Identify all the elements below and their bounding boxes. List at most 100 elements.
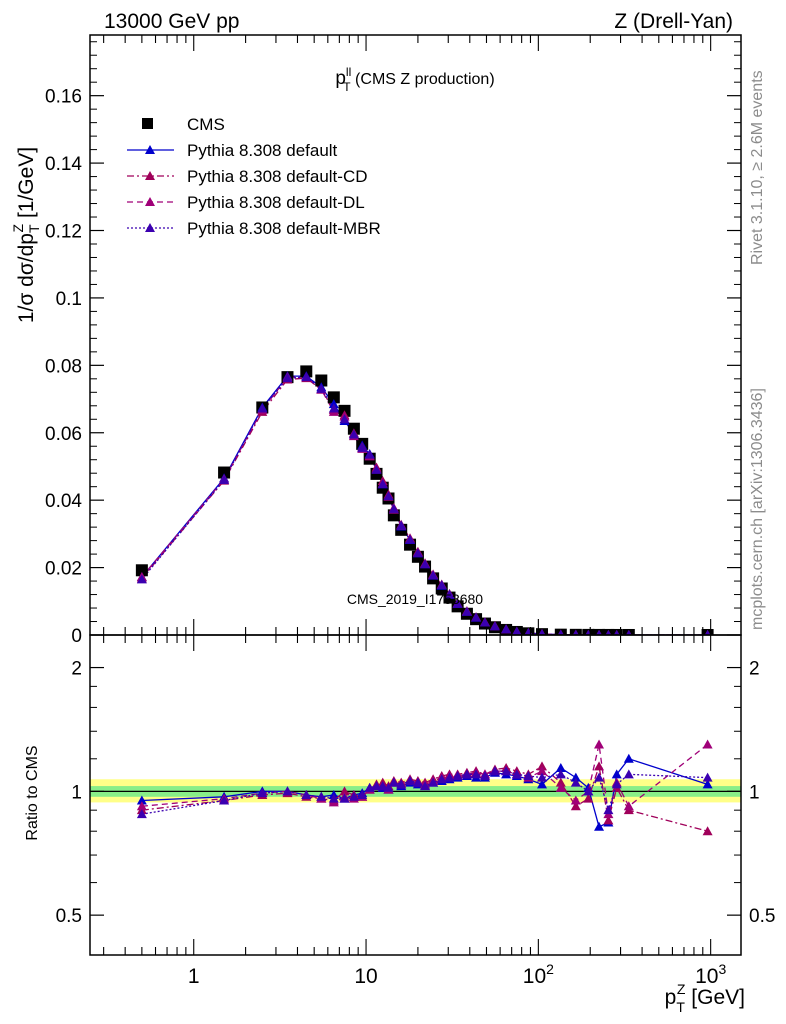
sim-data-point: [388, 503, 399, 513]
ratio-data-point: [702, 779, 713, 789]
sim-data-point: [512, 626, 522, 635]
ratio-data-point: [339, 793, 350, 803]
ratio-data-point: [328, 793, 339, 803]
ratio-data-point: [136, 801, 147, 811]
ratio-data-point: [537, 761, 548, 771]
main-y-axis: 0 0.02 0.04 0.06 0.08 0.1 0.12 0.14 0.16: [45, 41, 741, 647]
ratio-data-point: [511, 769, 522, 779]
ratio-x-axis: 1 10 102 103: [103, 635, 726, 988]
main-panel: 0 0.02 0.04 0.06 0.08 0.1 0.12 0.14 0.16 CMS_201…: [10, 34, 742, 647]
xlabel-sub: T: [676, 999, 685, 1015]
legend-label: Pythia 8.308 default: [187, 141, 338, 160]
source-note: mcplots.cern.ch [arXiv:1306.3436]: [749, 388, 766, 630]
ratio-data-point: [702, 826, 713, 836]
xtick-label-base: 10: [523, 965, 546, 988]
main-x-ticks: [103, 35, 712, 635]
sim-data-point: [412, 548, 423, 558]
sim-data-point: [357, 442, 368, 452]
sim-data-point: [501, 624, 512, 634]
watermark: CMS_2019_I1753680: [347, 591, 483, 607]
header-right: Z (Drell-Yan): [614, 10, 733, 33]
ratio-data-point: [570, 801, 581, 811]
ratio-xtick-label: 103: [695, 961, 726, 988]
ratio-ylabel: Ratio to CMS: [24, 745, 41, 840]
sim-data-point: [371, 464, 382, 474]
ratio-data-point: [420, 781, 431, 791]
cms-data-point: [218, 466, 231, 479]
ratio-data-point: [452, 770, 463, 780]
xlabel-text: p: [665, 986, 677, 1009]
ratio-xtick-label: 10: [354, 965, 377, 988]
legend-label: Pythia 8.308 default-DL: [187, 193, 365, 212]
ratio-data-point: [428, 777, 439, 787]
plot-title-rest: (CMS Z production): [351, 71, 495, 88]
legend-marker: [145, 223, 155, 232]
ratio-data-point: [436, 774, 447, 784]
ratio-data-point: [594, 821, 605, 831]
ratio-data-point: [570, 795, 581, 805]
sim-data-point: [282, 373, 293, 383]
ratio-xtick-label: 1: [188, 965, 200, 988]
ratio-data-point: [396, 779, 407, 789]
ratio-frame: [89, 634, 742, 956]
main-ytick-label: 0.1: [56, 289, 82, 310]
ratio-data-point: [282, 786, 293, 796]
ratio-data-point: [471, 769, 482, 779]
main-ylabel: 1/σ dσ/dpTZ [1/GeV]: [10, 147, 42, 323]
xtick-label-exponent: 2: [546, 961, 554, 977]
legend-marker: [145, 197, 155, 206]
ratio-data-point: [555, 769, 566, 779]
sim-data-point: [538, 629, 546, 635]
legend-cms-marker: [142, 118, 153, 129]
ratio-data-point: [136, 809, 147, 819]
ratio-data-point: [611, 769, 622, 779]
cms-data-point: [327, 391, 340, 404]
ratio-panel: 0.5 0.51 12 2 1 10 102 103 Ratio to CMS pTZ [G…: [24, 634, 775, 1015]
ratio-data-point: [603, 815, 614, 825]
sim-data-point: [364, 449, 375, 459]
legend: CMS Pythia 8.308 default Pythia 8.308 defa…: [127, 115, 381, 238]
ratio-ytick-label-right: 1: [749, 782, 760, 803]
ratio-data-point: [611, 779, 622, 789]
ratio-data-point: [348, 791, 359, 801]
ratio-data-point: [555, 762, 566, 772]
ratio-data-point: [570, 777, 581, 787]
xlabel-sup: Z: [677, 981, 686, 997]
sim-data-point: [405, 534, 416, 544]
plot-title: pll T (CMS Z production): [335, 65, 494, 94]
ratio-data-point: [523, 770, 534, 780]
main-ylabel-sup: Z: [10, 223, 26, 232]
ratio-data-point: [570, 772, 581, 782]
ratio-data-point: [412, 777, 423, 787]
ratio-data-point: [537, 779, 548, 789]
main-ytick-label: 0.02: [45, 559, 82, 580]
ratio-data-point: [219, 795, 230, 805]
main-ytick-label: 0.12: [45, 222, 82, 243]
legend-marker: [145, 171, 155, 180]
ratio-ytick-label: 0.5: [56, 906, 82, 927]
ratio-plot-area: [90, 739, 741, 836]
xtick-label-exponent: 3: [718, 961, 726, 977]
ratio-data-point: [594, 739, 605, 749]
ratio-data-point: [501, 766, 512, 776]
xtick-label-base: 1: [188, 965, 200, 988]
ratio-data-point: [555, 782, 566, 792]
sim-data-point: [704, 629, 711, 635]
sim-data-point: [596, 629, 602, 635]
ratio-data-point: [257, 788, 268, 798]
sim-data-point: [339, 414, 350, 424]
legend-label: CMS: [187, 115, 225, 134]
ratio-data-point: [537, 766, 548, 776]
ratio-data-point: [594, 761, 605, 771]
ratio-data-point: [583, 793, 594, 803]
sim-data-point: [383, 491, 394, 501]
main-ylabel-sub: T: [26, 224, 42, 233]
sim-data-point: [452, 598, 463, 608]
ratio-data-point: [583, 786, 594, 796]
xlabel-unit: [GeV]: [685, 986, 745, 1009]
sim-data-point: [444, 589, 455, 599]
ratio-data-point: [377, 781, 388, 791]
ratio-xlabel: pTZ [GeV]: [665, 981, 745, 1015]
legend-label: Pythia 8.308 default-CD: [187, 167, 368, 186]
